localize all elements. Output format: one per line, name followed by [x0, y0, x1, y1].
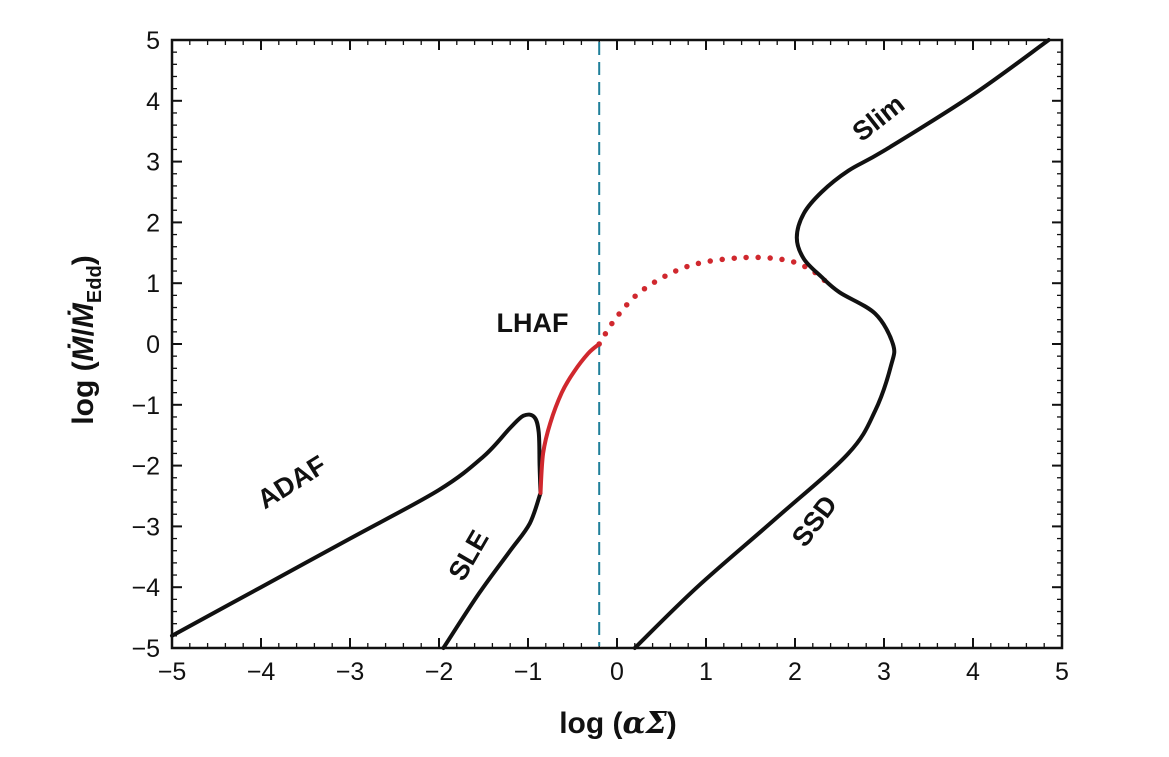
y-tick-labels: −5 −4 −3 −2 −1 0 1 2 3 4 5: [131, 27, 160, 663]
curve-label-ssd: SSD: [786, 490, 843, 552]
series-adaf: [170, 412, 543, 638]
series-sle: [441, 491, 543, 650]
curve-label-sle: SLE: [442, 525, 494, 585]
y-tick-label: −5: [131, 635, 160, 663]
series-lhaf: [538, 342, 602, 495]
y-tick-label: 2: [146, 209, 160, 237]
major-ticks: [171, 39, 1063, 649]
y-tick-label: 3: [146, 149, 160, 177]
y-tick-label: 0: [146, 331, 160, 359]
y-tick-label: −4: [131, 574, 160, 602]
y-tick-label: −3: [131, 513, 160, 541]
x-tick-label: 4: [966, 658, 980, 686]
x-tick-label: −3: [336, 658, 365, 686]
x-tick-label: 0: [610, 658, 624, 686]
y-tick-label: −1: [131, 392, 160, 420]
x-tick-label: 3: [877, 658, 891, 686]
plot-frame-group: [170, 38, 1064, 650]
y-tick-label: 5: [146, 27, 160, 55]
y-tick-label: 1: [146, 270, 160, 298]
series-unstable-branch: [596, 254, 834, 347]
x-tick-label: 5: [1055, 658, 1069, 686]
y-tick-label: −2: [131, 453, 160, 481]
minor-ticks: [172, 40, 1062, 648]
x-tick-label: −1: [514, 658, 543, 686]
y-axis-title: log (Ṁ/ṀEdd): [67, 255, 106, 424]
x-tick-label: 1: [699, 658, 713, 686]
x-tick-label: −2: [425, 658, 454, 686]
plot-frame: [170, 38, 1064, 650]
x-tick-labels: −5 −4 −3 −2 −1 0 1 2 3 4 5: [158, 658, 1069, 686]
x-tick-label: −5: [158, 658, 187, 686]
y-tick-label: 4: [146, 88, 160, 116]
curve-label-lhaf: LHAF: [496, 308, 568, 338]
x-tick-label: 2: [788, 658, 802, 686]
x-tick-label: −4: [247, 658, 276, 686]
x-axis-title: log (αΣ): [559, 706, 677, 741]
curve-label-adaf: ADAF: [252, 450, 332, 515]
series-group: [170, 38, 1051, 650]
series-ssd: [632, 38, 1051, 650]
